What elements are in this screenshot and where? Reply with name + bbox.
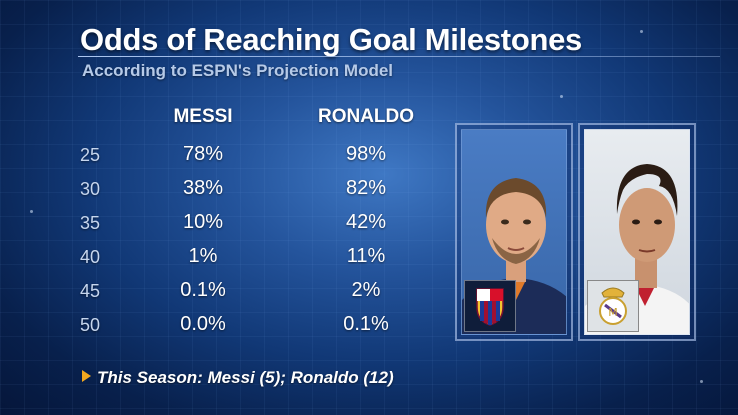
ronaldo-odds: 11% bbox=[347, 245, 386, 268]
barcelona-crest-icon bbox=[464, 280, 516, 332]
ronaldo-odds: 42% bbox=[346, 211, 386, 234]
column-header-ronaldo: RONALDO bbox=[318, 106, 414, 128]
messi-odds: 1% bbox=[189, 245, 218, 268]
ronaldo-photo-card: M bbox=[578, 123, 696, 341]
messi-odds: 0.1% bbox=[180, 279, 226, 302]
table-row: 35 10% 42% bbox=[0, 211, 450, 235]
column-header-messi: MESSI bbox=[173, 106, 232, 128]
milestone-label: 45 bbox=[80, 281, 100, 302]
page-title: Odds of Reaching Goal Milestones bbox=[80, 22, 582, 58]
page-subtitle: According to ESPN's Projection Model bbox=[82, 61, 393, 81]
background-sparkle bbox=[640, 30, 643, 33]
ronaldo-odds: 2% bbox=[352, 279, 381, 302]
table-row: 40 1% 11% bbox=[0, 245, 450, 269]
footnote-text: This Season: Messi (5); Ronaldo (12) bbox=[97, 368, 394, 387]
milestone-label: 50 bbox=[80, 315, 100, 336]
table-row: 25 78% 98% bbox=[0, 143, 450, 167]
table-row: 30 38% 82% bbox=[0, 177, 450, 201]
messi-odds: 10% bbox=[183, 211, 223, 234]
svg-text:M: M bbox=[608, 306, 618, 319]
messi-odds: 78% bbox=[183, 143, 223, 166]
milestone-label: 35 bbox=[80, 213, 100, 234]
messi-odds: 0.0% bbox=[180, 313, 226, 336]
ronaldo-odds: 0.1% bbox=[343, 313, 389, 336]
ronaldo-photo: M bbox=[584, 129, 690, 335]
real-madrid-crest-icon: M bbox=[587, 280, 639, 332]
messi-odds: 38% bbox=[183, 177, 223, 200]
background-sparkle bbox=[700, 380, 703, 383]
milestone-label: 40 bbox=[80, 247, 100, 268]
milestone-label: 25 bbox=[80, 145, 100, 166]
messi-photo bbox=[461, 129, 567, 335]
title-divider bbox=[78, 56, 720, 57]
background-sparkle bbox=[560, 95, 563, 98]
milestone-label: 30 bbox=[80, 179, 100, 200]
messi-photo-card bbox=[455, 123, 573, 341]
table-row: 45 0.1% 2% bbox=[0, 279, 450, 303]
table-row: 50 0.0% 0.1% bbox=[0, 313, 450, 337]
play-arrow-icon bbox=[82, 370, 91, 382]
season-footnote: This Season: Messi (5); Ronaldo (12) bbox=[82, 368, 394, 388]
ronaldo-odds: 82% bbox=[346, 177, 386, 200]
table-header: MESSI RONALDO bbox=[0, 106, 450, 128]
ronaldo-odds: 98% bbox=[346, 143, 386, 166]
